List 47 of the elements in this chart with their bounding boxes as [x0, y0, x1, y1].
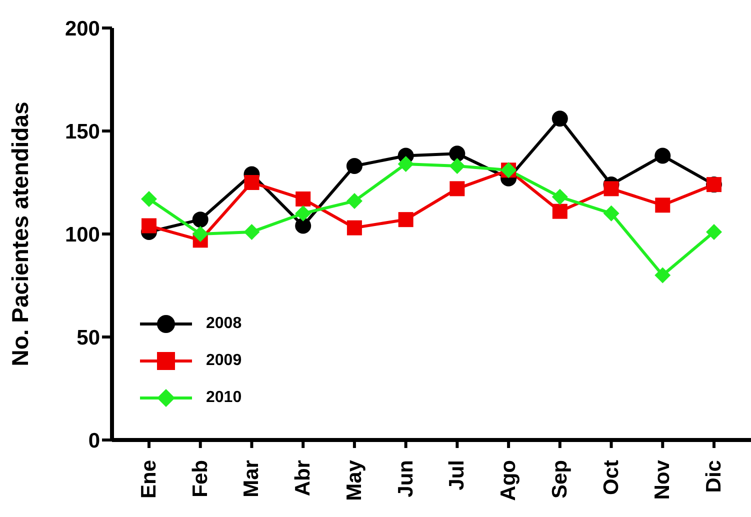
- legend-label: 2008: [206, 314, 242, 332]
- y-tick-label: 150: [64, 120, 100, 144]
- point: [244, 175, 260, 190]
- point: [295, 205, 312, 222]
- point: [552, 188, 568, 205]
- legend-label: 2009: [206, 352, 242, 370]
- x-tick-label: Mar: [240, 460, 264, 498]
- y-tick-label: 0: [88, 429, 100, 452]
- x-tick-label: Sep: [548, 460, 572, 499]
- point: [192, 226, 208, 242]
- point: [141, 190, 157, 207]
- point: [552, 110, 568, 127]
- point: [450, 181, 465, 196]
- point: [449, 158, 466, 174]
- point: [346, 193, 362, 210]
- x-tick-label: Abr: [292, 460, 315, 496]
- x-tick-label: Nov: [651, 460, 674, 500]
- point: [449, 146, 466, 162]
- x-tick-label: Jun: [394, 460, 418, 498]
- point: [295, 218, 312, 234]
- x-tick-label: Ene: [138, 460, 160, 499]
- y-tick-label: 100: [64, 223, 100, 246]
- y-tick-label: 200: [64, 17, 100, 40]
- point: [398, 212, 414, 228]
- point: [244, 224, 260, 240]
- legend-label: 2010: [206, 388, 242, 406]
- point: [296, 191, 311, 206]
- point: [604, 181, 619, 196]
- point: [142, 218, 156, 234]
- y-tick-label: 50: [76, 326, 100, 350]
- x-tick-label: Jul: [446, 460, 469, 490]
- x-tick-label: Ago: [497, 460, 520, 501]
- point: [603, 205, 620, 222]
- point: [398, 156, 414, 172]
- point: [654, 267, 671, 284]
- x-tick-label: May: [342, 460, 366, 501]
- point: [192, 212, 208, 228]
- point: [346, 220, 362, 236]
- x-tick-label: Feb: [188, 460, 212, 498]
- point: [552, 204, 568, 219]
- x-tick-label: Dic: [702, 460, 726, 493]
- x-tick-label: Oct: [600, 460, 623, 496]
- point: [654, 148, 671, 164]
- point: [346, 158, 362, 174]
- point: [706, 224, 722, 240]
- y-axis-title: No. Pacientes atendidas: [7, 102, 34, 366]
- point: [655, 198, 670, 213]
